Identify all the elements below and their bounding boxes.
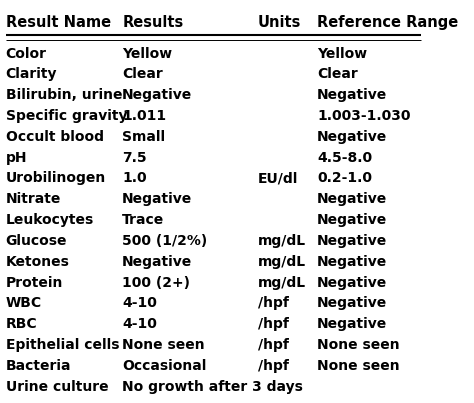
Text: EU/dl: EU/dl <box>258 172 298 185</box>
Text: /hpf: /hpf <box>258 359 289 373</box>
Text: RBC: RBC <box>6 317 37 331</box>
Text: mg/dL: mg/dL <box>258 234 306 248</box>
Text: Yellow: Yellow <box>317 47 367 60</box>
Text: Urine culture: Urine culture <box>6 380 108 394</box>
Text: Negative: Negative <box>317 213 387 227</box>
Text: Ketones: Ketones <box>6 255 70 269</box>
Text: No growth after 3 days: No growth after 3 days <box>122 380 303 394</box>
Text: Leukocytes: Leukocytes <box>6 213 94 227</box>
Text: 4.5-8.0: 4.5-8.0 <box>317 151 372 165</box>
Text: /hpf: /hpf <box>258 296 289 310</box>
Text: 1.011: 1.011 <box>122 109 166 123</box>
Text: /hpf: /hpf <box>258 317 289 331</box>
Text: Negative: Negative <box>317 296 387 310</box>
Text: Bilirubin, urine: Bilirubin, urine <box>6 88 122 102</box>
Text: Urobilinogen: Urobilinogen <box>6 172 106 185</box>
Text: Negative: Negative <box>317 130 387 144</box>
Text: WBC: WBC <box>6 296 42 310</box>
Text: None seen: None seen <box>122 338 205 352</box>
Text: Yellow: Yellow <box>122 47 172 60</box>
Text: 500 (1/2%): 500 (1/2%) <box>122 234 208 248</box>
Text: Negative: Negative <box>122 255 192 269</box>
Text: 1.003-1.030: 1.003-1.030 <box>317 109 410 123</box>
Text: Occasional: Occasional <box>122 359 207 373</box>
Text: /hpf: /hpf <box>258 338 289 352</box>
Text: Negative: Negative <box>317 255 387 269</box>
Text: Protein: Protein <box>6 276 63 289</box>
Text: Specific gravity: Specific gravity <box>6 109 127 123</box>
Text: Negative: Negative <box>317 317 387 331</box>
Text: Negative: Negative <box>317 276 387 289</box>
Text: Result Name: Result Name <box>6 15 111 30</box>
Text: 0.2-1.0: 0.2-1.0 <box>317 172 372 185</box>
Text: pH: pH <box>6 151 27 165</box>
Text: mg/dL: mg/dL <box>258 276 306 289</box>
Text: Clear: Clear <box>317 67 358 81</box>
Text: Epithelial cells: Epithelial cells <box>6 338 119 352</box>
Text: Results: Results <box>122 15 183 30</box>
Text: Negative: Negative <box>317 88 387 102</box>
Text: 100 (2+): 100 (2+) <box>122 276 190 289</box>
Text: Color: Color <box>6 47 46 60</box>
Text: Nitrate: Nitrate <box>6 192 61 206</box>
Text: Clarity: Clarity <box>6 67 57 81</box>
Text: 4-10: 4-10 <box>122 296 157 310</box>
Text: Occult blood: Occult blood <box>6 130 104 144</box>
Text: mg/dL: mg/dL <box>258 255 306 269</box>
Text: None seen: None seen <box>317 359 400 373</box>
Text: Trace: Trace <box>122 213 164 227</box>
Text: Reference Range: Reference Range <box>317 15 458 30</box>
Text: 4-10: 4-10 <box>122 317 157 331</box>
Text: Negative: Negative <box>317 192 387 206</box>
Text: Bacteria: Bacteria <box>6 359 71 373</box>
Text: Small: Small <box>122 130 165 144</box>
Text: 7.5: 7.5 <box>122 151 147 165</box>
Text: None seen: None seen <box>317 338 400 352</box>
Text: Units: Units <box>258 15 301 30</box>
Text: Clear: Clear <box>122 67 163 81</box>
Text: Negative: Negative <box>122 88 192 102</box>
Text: 1.0: 1.0 <box>122 172 147 185</box>
Text: Negative: Negative <box>122 192 192 206</box>
Text: Glucose: Glucose <box>6 234 67 248</box>
Text: Negative: Negative <box>317 234 387 248</box>
